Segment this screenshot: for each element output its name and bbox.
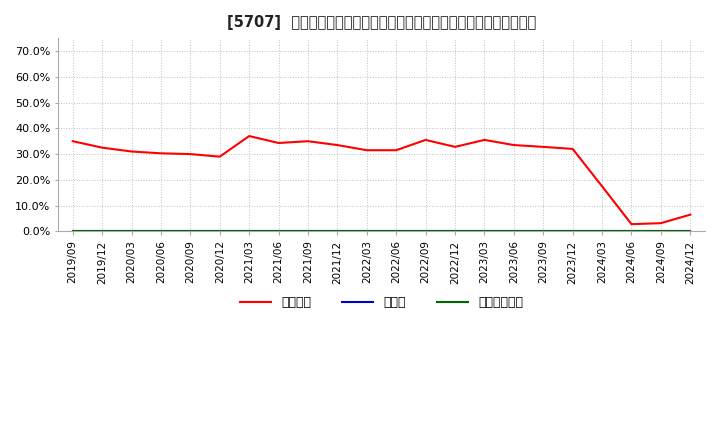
繰延税金資産 — [157, 229, 166, 234]
繰延税金資産 — [480, 229, 489, 234]
繰延税金資産 — [98, 229, 107, 234]
繰延税金資産 — [657, 229, 665, 234]
自己資本 — [510, 143, 518, 148]
自己資本 — [304, 139, 312, 144]
繰延税金資産 — [186, 229, 194, 234]
Legend: 自己資本, のれん, 繰延税金資産: 自己資本, のれん, 繰延税金資産 — [235, 291, 528, 314]
繰延税金資産 — [245, 229, 253, 234]
自己資本 — [451, 144, 459, 150]
自己資本 — [68, 139, 77, 144]
自己資本 — [333, 143, 342, 148]
のれん — [362, 229, 371, 234]
Line: 自己資本: 自己資本 — [73, 136, 690, 224]
自己資本 — [274, 140, 283, 146]
繰延税金資産 — [304, 229, 312, 234]
自己資本 — [480, 137, 489, 143]
のれん — [510, 229, 518, 234]
のれん — [451, 229, 459, 234]
繰延税金資産 — [421, 229, 430, 234]
自己資本 — [392, 147, 400, 153]
繰延税金資産 — [333, 229, 342, 234]
のれん — [539, 229, 548, 234]
繰延税金資産 — [451, 229, 459, 234]
自己資本 — [568, 146, 577, 151]
繰延税金資産 — [127, 229, 136, 234]
Title: [5707]  自己資本、のれん、繰延税金資産の総資産に対する比率の推移: [5707] 自己資本、のれん、繰延税金資産の総資産に対する比率の推移 — [227, 15, 536, 30]
のれん — [157, 229, 166, 234]
繰延税金資産 — [568, 229, 577, 234]
のれん — [186, 229, 194, 234]
繰延税金資産 — [598, 229, 606, 234]
のれん — [480, 229, 489, 234]
繰延税金資産 — [362, 229, 371, 234]
繰延税金資産 — [539, 229, 548, 234]
のれん — [657, 229, 665, 234]
自己資本 — [127, 149, 136, 154]
のれん — [392, 229, 400, 234]
のれん — [627, 229, 636, 234]
自己資本 — [186, 151, 194, 157]
自己資本 — [362, 147, 371, 153]
自己資本 — [421, 137, 430, 143]
自己資本 — [98, 145, 107, 150]
繰延税金資産 — [68, 229, 77, 234]
のれん — [333, 229, 342, 234]
のれん — [68, 229, 77, 234]
繰延税金資産 — [627, 229, 636, 234]
繰延税金資産 — [510, 229, 518, 234]
自己資本 — [215, 154, 224, 159]
自己資本 — [245, 133, 253, 139]
のれん — [245, 229, 253, 234]
のれん — [304, 229, 312, 234]
繰延税金資産 — [215, 229, 224, 234]
のれん — [274, 229, 283, 234]
繰延税金資産 — [274, 229, 283, 234]
自己資本 — [686, 212, 695, 217]
のれん — [127, 229, 136, 234]
自己資本 — [657, 220, 665, 226]
のれん — [598, 229, 606, 234]
のれん — [421, 229, 430, 234]
自己資本 — [598, 183, 606, 189]
繰延税金資産 — [392, 229, 400, 234]
自己資本 — [157, 150, 166, 156]
自己資本 — [627, 222, 636, 227]
のれん — [215, 229, 224, 234]
のれん — [98, 229, 107, 234]
繰延税金資産 — [686, 229, 695, 234]
のれん — [568, 229, 577, 234]
のれん — [686, 229, 695, 234]
自己資本 — [539, 144, 548, 150]
